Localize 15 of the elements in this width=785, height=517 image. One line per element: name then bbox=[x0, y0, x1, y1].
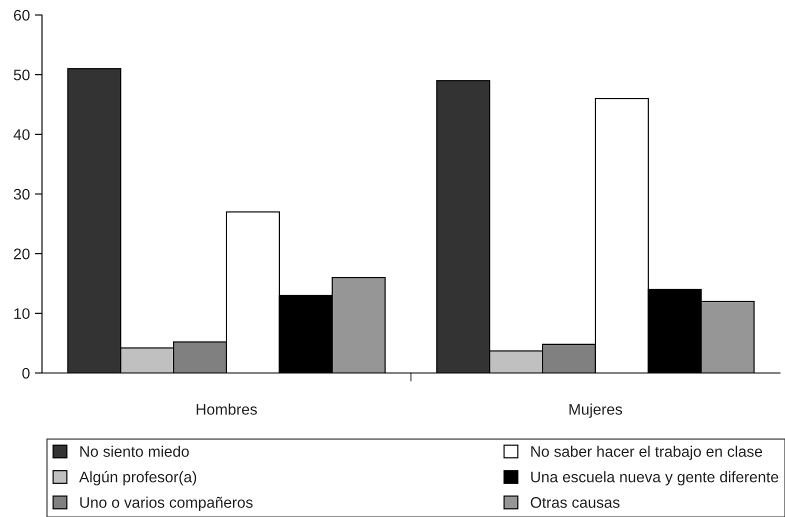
y-tick-label: 0 bbox=[22, 368, 30, 379]
x-tick-label: Mujeres bbox=[570, 404, 622, 418]
y-tick-label: 10 bbox=[14, 308, 30, 320]
y-tick-label: 60 bbox=[14, 10, 30, 21]
y-tick-label: 20 bbox=[14, 248, 30, 260]
legend-label: Uno o varios compañeros bbox=[80, 496, 253, 511]
legend-label: Otras causas bbox=[530, 497, 620, 508]
legend-label: No saber hacer el trabajo en clase bbox=[531, 446, 762, 460]
legend-label: Una escuela nueva y gente diferente bbox=[531, 471, 778, 486]
legend-label: Algún profesor(a) bbox=[79, 470, 196, 486]
x-tick-label: Hombres bbox=[196, 404, 257, 415]
legend-label: No siento miedo bbox=[80, 446, 189, 457]
y-tick-label: 50 bbox=[14, 70, 30, 80]
y-tick-label: 40 bbox=[14, 129, 30, 140]
y-tick-label: 30 bbox=[14, 188, 30, 200]
